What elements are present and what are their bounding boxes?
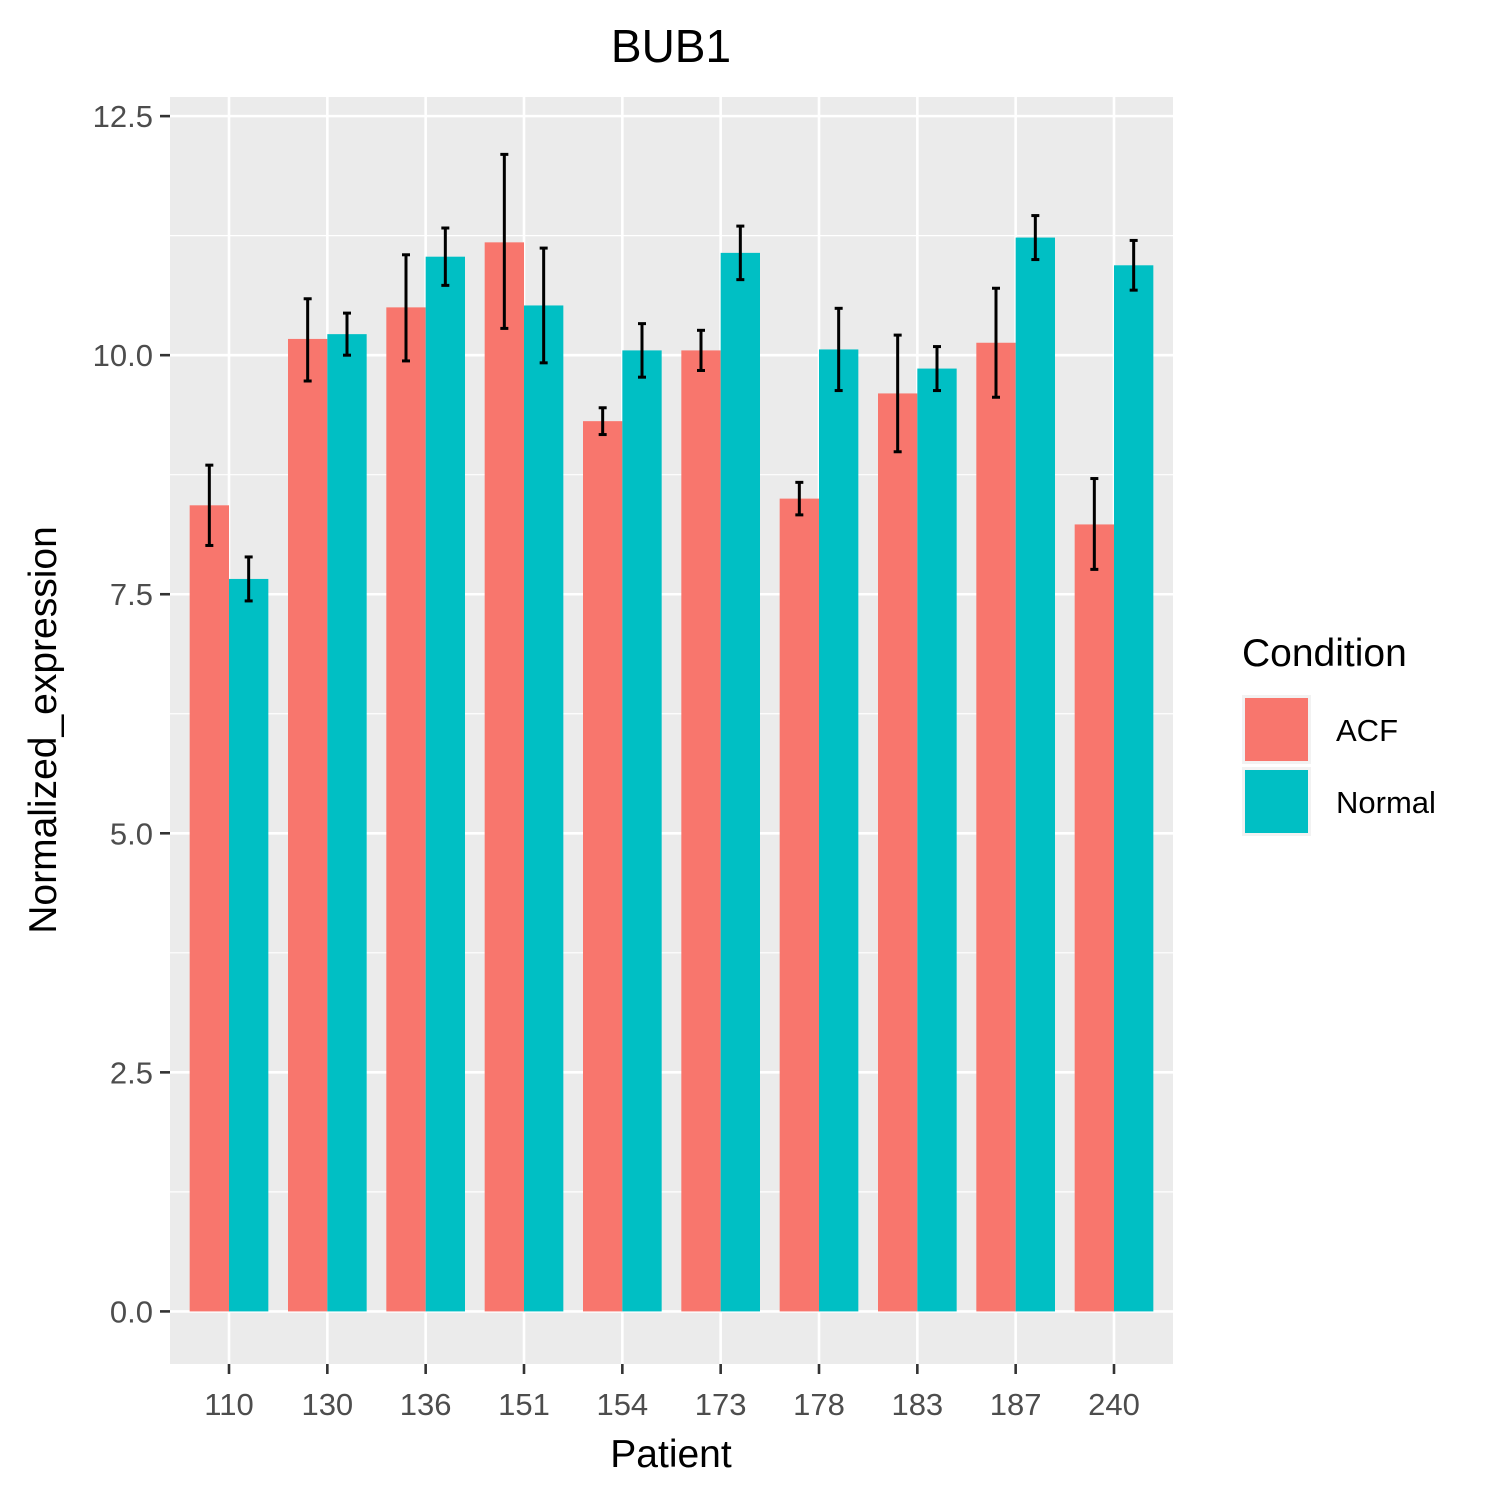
x-tick-label: 136: [400, 1387, 452, 1422]
legend: Condition ACF Normal: [1242, 632, 1436, 836]
x-axis: 110 130 136 151 154 173 178 183 187 240: [204, 1364, 1140, 1422]
x-tick-label: 187: [990, 1387, 1042, 1422]
bar-normal-130: [327, 334, 367, 1312]
bar-normal-173: [720, 252, 760, 1312]
error-bars: [205, 152, 1138, 603]
x-tick-label: 130: [301, 1387, 353, 1422]
error-bar-normal-151: [539, 246, 548, 365]
bars: [189, 237, 1154, 1312]
error-bar-acf-240: [1090, 477, 1099, 571]
bar-acf-110: [189, 505, 229, 1312]
error-bar-normal-154: [638, 322, 646, 379]
error-bar-normal-183: [933, 345, 941, 393]
bar-normal-154: [622, 350, 662, 1312]
error-bar-normal-136: [441, 226, 450, 287]
bar-normal-151: [524, 305, 564, 1312]
y-tick-label: 12.5: [93, 99, 153, 134]
bar-acf-130: [288, 338, 328, 1312]
x-tick-label: 183: [891, 1387, 943, 1422]
bar-normal-136: [425, 256, 465, 1312]
bar-acf-178: [779, 498, 819, 1312]
x-tick-label: 154: [596, 1387, 648, 1422]
bar-acf-154: [583, 421, 623, 1312]
legend-key-normal: [1245, 770, 1308, 833]
bar-acf-136: [386, 307, 426, 1312]
chart-title: BUB1: [611, 20, 731, 72]
bar-acf-173: [681, 350, 721, 1312]
error-bar-acf-173: [697, 328, 705, 372]
bar-acf-240: [1074, 524, 1114, 1312]
error-bar-acf-154: [598, 406, 607, 437]
error-bar-normal-178: [834, 306, 843, 393]
error-bar-normal-110: [244, 555, 253, 603]
bar-normal-110: [229, 578, 269, 1312]
bar-normal-187: [1015, 237, 1055, 1312]
error-bar-acf-151: [500, 152, 509, 330]
bar-normal-178: [819, 349, 859, 1312]
x-tick-label: 178: [793, 1387, 845, 1422]
error-bar-acf-136: [402, 253, 410, 363]
y-axis: 0.0 2.5 5.0 7.5 10.0 12.5: [93, 99, 170, 1329]
legend-title: Condition: [1242, 632, 1407, 675]
error-bar-acf-187: [992, 286, 1000, 399]
bar-acf-187: [976, 342, 1016, 1312]
error-bar-normal-240: [1129, 238, 1138, 292]
legend-key-acf: [1245, 698, 1308, 761]
bar-acf-151: [484, 242, 524, 1312]
y-tick-label: 2.5: [110, 1055, 153, 1090]
legend-label-acf: ACF: [1336, 713, 1398, 748]
x-axis-title: Patient: [610, 1433, 732, 1476]
x-tick-label: 151: [498, 1387, 550, 1422]
bar-acf-183: [878, 393, 918, 1312]
y-axis-title: Normalized_expression: [22, 526, 65, 934]
error-bar-normal-173: [736, 224, 745, 282]
legend-label-normal: Normal: [1336, 785, 1436, 820]
error-bar-acf-183: [893, 333, 902, 454]
y-tick-label: 5.0: [110, 816, 153, 851]
error-bar-acf-178: [795, 480, 804, 517]
error-bar-normal-130: [343, 311, 351, 357]
bar-normal-240: [1114, 265, 1154, 1312]
bar-normal-183: [917, 368, 957, 1312]
error-bar-acf-110: [205, 463, 214, 547]
y-tick-label: 7.5: [110, 577, 153, 612]
y-tick-label: 0.0: [110, 1294, 153, 1329]
error-bar-acf-130: [303, 297, 312, 383]
error-bar-normal-187: [1031, 214, 1040, 262]
x-tick-label: 173: [695, 1387, 747, 1422]
x-tick-label: 240: [1088, 1387, 1140, 1422]
x-tick-label: 110: [204, 1387, 253, 1422]
y-tick-label: 10.0: [93, 338, 153, 373]
